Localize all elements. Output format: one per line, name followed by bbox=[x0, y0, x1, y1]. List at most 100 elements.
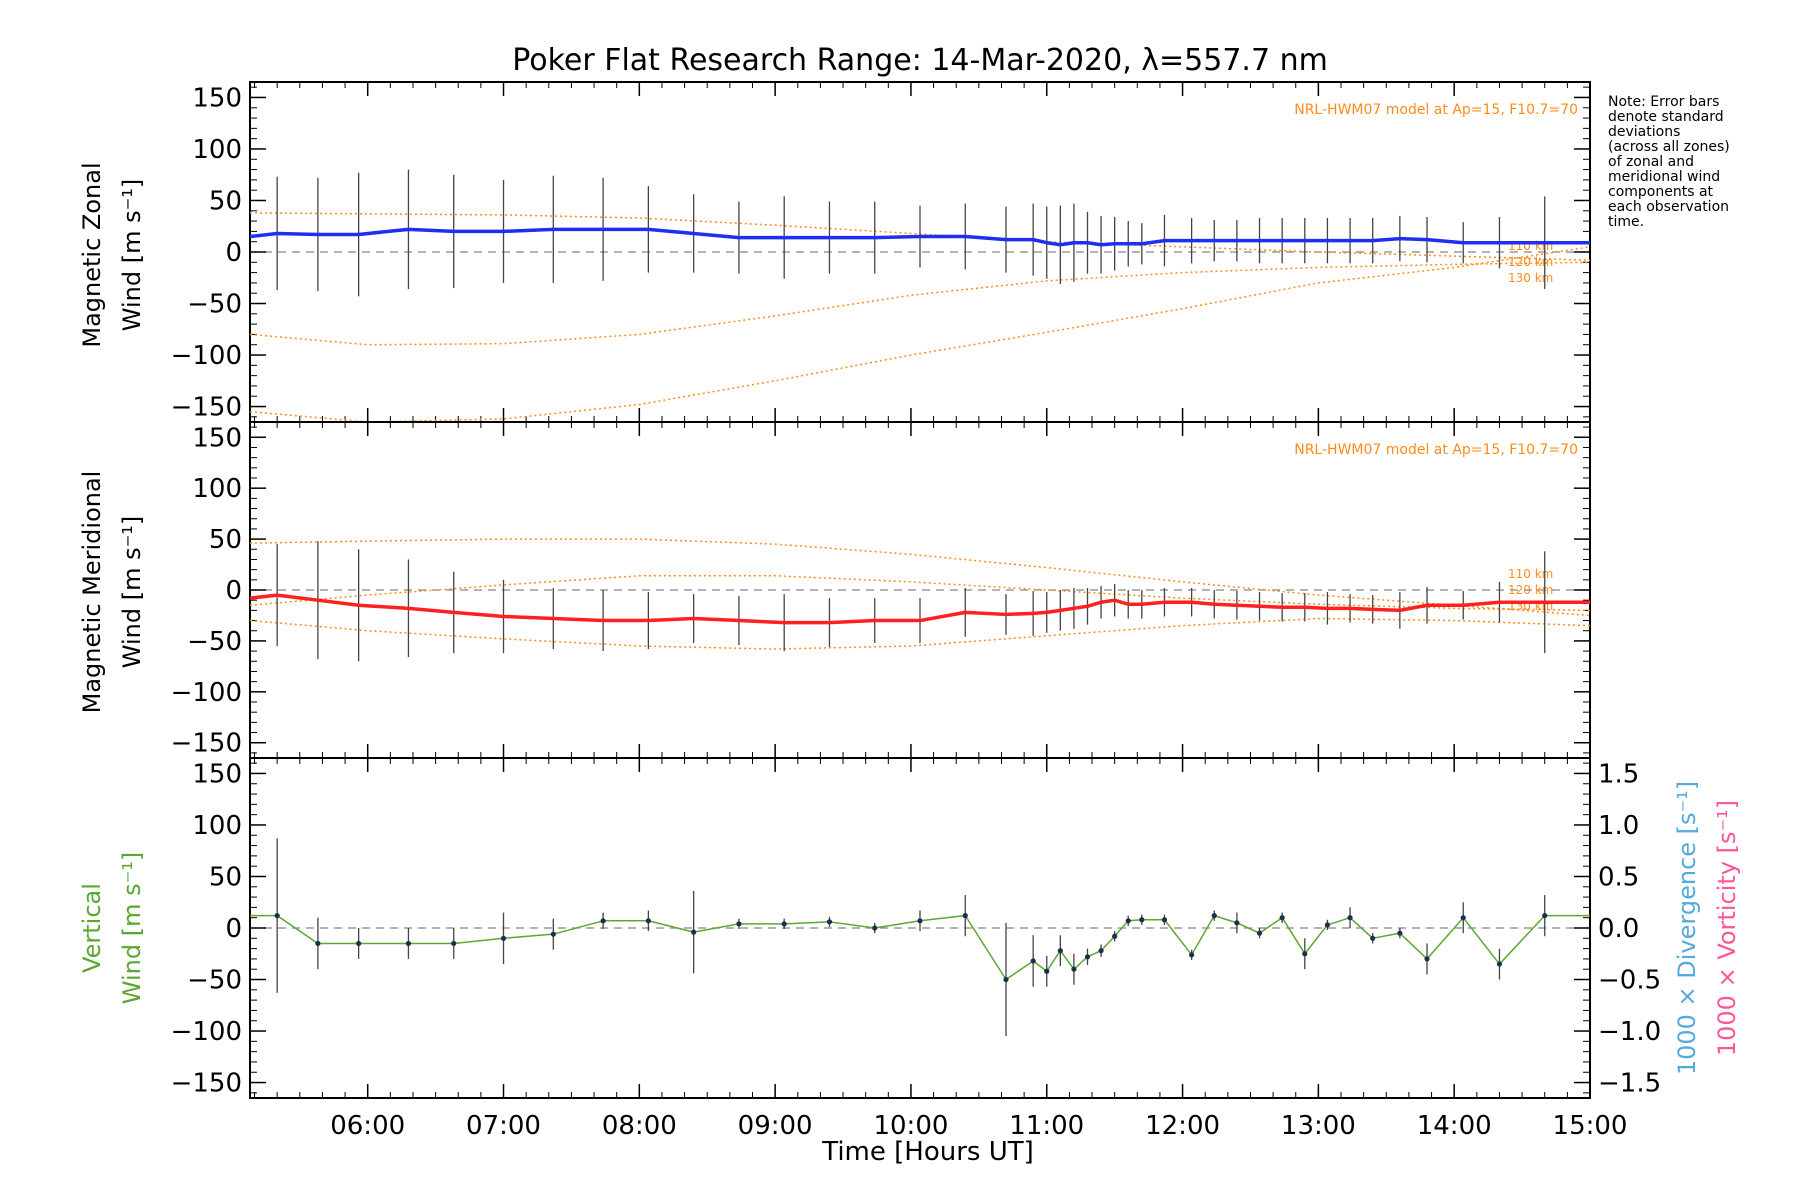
data-point bbox=[1057, 948, 1063, 954]
data-point bbox=[451, 940, 457, 947]
model-curve-1 bbox=[249, 574, 1591, 612]
data-point bbox=[1370, 935, 1376, 941]
note-line: denote standard bbox=[1608, 109, 1724, 125]
y-tick-label: −100 bbox=[171, 1017, 242, 1047]
data-point bbox=[872, 925, 878, 931]
data-point bbox=[356, 940, 362, 947]
y-tick-label: −150 bbox=[171, 729, 242, 759]
x-tick-label: 11:00 bbox=[1009, 1111, 1084, 1141]
right-tick-label: 1.5 bbox=[1598, 759, 1639, 789]
data-point bbox=[736, 921, 742, 927]
model-curve-2 bbox=[249, 246, 1591, 423]
data-point bbox=[315, 940, 321, 947]
data-point bbox=[1030, 958, 1036, 964]
data-point bbox=[826, 919, 833, 925]
zonal-ylabel-line2: Wind [m s⁻¹] bbox=[118, 179, 146, 331]
note-line: (across all zones) bbox=[1608, 139, 1730, 155]
y-tick-label: 0 bbox=[225, 238, 242, 268]
data-point bbox=[1324, 922, 1331, 928]
model-curve-0 bbox=[249, 212, 1591, 261]
y-tick-label: 50 bbox=[209, 186, 242, 216]
right-tick-label: 0.5 bbox=[1598, 862, 1639, 892]
y-tick-label: −100 bbox=[171, 678, 242, 708]
data-point bbox=[1139, 917, 1145, 923]
note-line: of zonal and bbox=[1608, 154, 1694, 170]
x-tick-label: 12:00 bbox=[1145, 1111, 1220, 1141]
x-tick-label: 07:00 bbox=[466, 1111, 541, 1141]
data-point bbox=[405, 940, 412, 947]
note-line: components at bbox=[1608, 184, 1714, 200]
data-point bbox=[1234, 920, 1240, 926]
model-altitude-label: 120 km bbox=[1508, 583, 1553, 597]
data-point bbox=[1542, 913, 1548, 919]
model-altitude-label: 110 km bbox=[1508, 567, 1553, 581]
data-point bbox=[1189, 952, 1195, 958]
right-tick-label: −1.5 bbox=[1598, 1069, 1661, 1099]
model-curve-2 bbox=[249, 617, 1591, 650]
data-point bbox=[1256, 930, 1263, 936]
meridional-ylabel-line2: Wind [m s⁻¹] bbox=[118, 516, 146, 668]
note-line: each observation bbox=[1608, 199, 1729, 215]
divergence-axis-label: 1000 × Divergence [s⁻¹] bbox=[1673, 781, 1701, 1075]
y-tick-label: 100 bbox=[192, 135, 242, 165]
note-line: deviations bbox=[1608, 124, 1680, 140]
y-tick-label: 0 bbox=[225, 576, 242, 606]
data-point bbox=[274, 913, 280, 919]
plot-area: 150 100 50 0 −50 −100 −150 NRL-HWM07 model at A… bbox=[171, 81, 1661, 1141]
y-tick-label: 100 bbox=[192, 474, 242, 504]
note-line: time. bbox=[1608, 214, 1644, 230]
x-tick-label: 08:00 bbox=[602, 1111, 677, 1141]
data-point bbox=[1125, 918, 1131, 924]
y-tick-label: 150 bbox=[192, 83, 242, 113]
data-point bbox=[1347, 915, 1353, 921]
data-point bbox=[550, 931, 556, 937]
y-axis-labels: Magnetic Zonal Wind [m s⁻¹] Magnetic Mer… bbox=[78, 162, 1741, 1075]
data-point bbox=[645, 918, 651, 924]
y-tick-label: −150 bbox=[171, 1069, 242, 1099]
data-point bbox=[1424, 956, 1430, 962]
data-point bbox=[1211, 913, 1217, 919]
model-label: NRL-HWM07 model at Ap=15, F10.7=70 bbox=[1294, 442, 1578, 458]
right-tick-label: −1.0 bbox=[1598, 1017, 1661, 1047]
note-line: Note: Error bars bbox=[1608, 94, 1719, 110]
data-point bbox=[1112, 933, 1118, 939]
data-point bbox=[1084, 954, 1091, 960]
x-tick-label: 13:00 bbox=[1281, 1111, 1356, 1141]
panel-1: 150 100 50 0 −50 −100 −150 NRL-HWM07 model at A… bbox=[171, 421, 1591, 759]
y-tick-label: −150 bbox=[171, 393, 242, 423]
data-point bbox=[1071, 966, 1077, 972]
data-point bbox=[1460, 915, 1466, 921]
series-line bbox=[249, 593, 1590, 625]
vertical-ylabel-line1: Vertical bbox=[78, 883, 106, 973]
data-point bbox=[500, 935, 507, 941]
right-tick-label: 0.0 bbox=[1598, 914, 1639, 944]
model-altitude-label: 120 km bbox=[1508, 255, 1553, 269]
y-tick-label: −50 bbox=[187, 966, 242, 996]
y-tick-label: −100 bbox=[171, 341, 242, 371]
data-point bbox=[1098, 948, 1104, 954]
panel-2: 150 100 50 0 −50 −100 −150 1.5 1.0 0.5 0.0 −0.5 −1.0… bbox=[171, 757, 1661, 1141]
y-tick-label: −50 bbox=[187, 627, 242, 657]
panel-0: 150 100 50 0 −50 −100 −150 NRL-HWM07 model at A… bbox=[171, 81, 1591, 423]
chart-title: Poker Flat Research Range: 14-Mar-2020, … bbox=[512, 43, 1328, 78]
x-tick-label: 09:00 bbox=[738, 1111, 813, 1141]
x-tick-label: 14:00 bbox=[1417, 1111, 1492, 1141]
data-point bbox=[1302, 951, 1308, 957]
vertical-ylabel-line2: Wind [m s⁻¹] bbox=[118, 852, 146, 1004]
data-point bbox=[1496, 961, 1503, 967]
x-tick-label: 06:00 bbox=[330, 1111, 405, 1141]
data-point bbox=[600, 918, 606, 924]
x-tick-label: 10:00 bbox=[873, 1111, 948, 1141]
note-line: meridional wind bbox=[1608, 169, 1720, 185]
data-point bbox=[1161, 917, 1168, 923]
series-line bbox=[249, 227, 1590, 247]
x-axis-label: Time [Hours UT] bbox=[821, 1137, 1034, 1167]
x-tick-label: 15:00 bbox=[1553, 1111, 1628, 1141]
y-tick-label: 50 bbox=[209, 525, 242, 555]
y-tick-label: 0 bbox=[225, 914, 242, 944]
y-tick-label: 150 bbox=[192, 759, 242, 789]
data-point bbox=[1003, 976, 1009, 983]
y-tick-label: 100 bbox=[192, 811, 242, 841]
